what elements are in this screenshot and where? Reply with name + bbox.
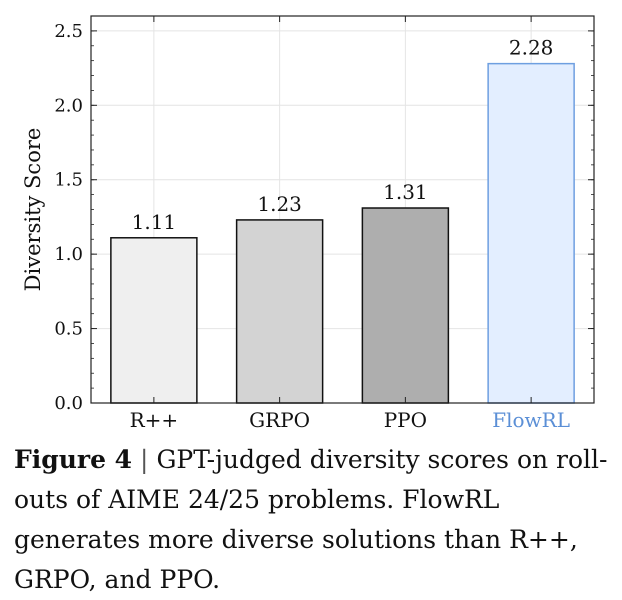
y-tick-label-3: 1.5 xyxy=(54,170,83,191)
caption-text: GPT-judged diversity scores on roll-outs… xyxy=(14,445,608,594)
caption-separator: | xyxy=(140,445,149,474)
figure-caption: Figure 4 | GPT-judged diversity scores o… xyxy=(14,440,614,600)
y-tick-label-1: 0.5 xyxy=(54,319,83,340)
y-tick-label-0: 0.0 xyxy=(54,393,83,414)
axis-ticks xyxy=(91,15,594,404)
y-tick-label-2: 1.0 xyxy=(54,244,83,265)
bar-ppo xyxy=(361,207,450,404)
x-tick-label-3: FlowRL xyxy=(492,408,570,432)
data-label-0: 1.11 xyxy=(132,210,177,234)
bar-rplusplus xyxy=(110,237,198,404)
data-label-2: 1.31 xyxy=(383,180,428,204)
data-label-1: 1.23 xyxy=(257,192,302,216)
bar-grpo xyxy=(235,219,324,404)
x-tick-label-2: PPO xyxy=(384,408,427,432)
x-tick-label-1: GRPO xyxy=(249,408,310,432)
bars xyxy=(110,62,575,404)
y-tick-label-4: 2.0 xyxy=(54,95,83,116)
y-axis-label: Diversity Score xyxy=(21,128,45,292)
data-label-3: 2.28 xyxy=(509,36,554,60)
y-tick-label-5: 2.5 xyxy=(54,21,83,42)
diversity-bar-chart: 1.11 1.23 1.31 2.28 0.0 0.5 1.0 1.5 2.0 2.5 R++ GRP… xyxy=(21,15,595,432)
figure-label: Figure 4 xyxy=(14,445,133,474)
x-tick-label-0: R++ xyxy=(130,408,179,432)
bar-flowrl xyxy=(487,62,575,404)
axis-labels: 1.11 1.23 1.31 2.28 0.0 0.5 1.0 1.5 2.0 2.5 R++ GRP… xyxy=(54,21,570,432)
